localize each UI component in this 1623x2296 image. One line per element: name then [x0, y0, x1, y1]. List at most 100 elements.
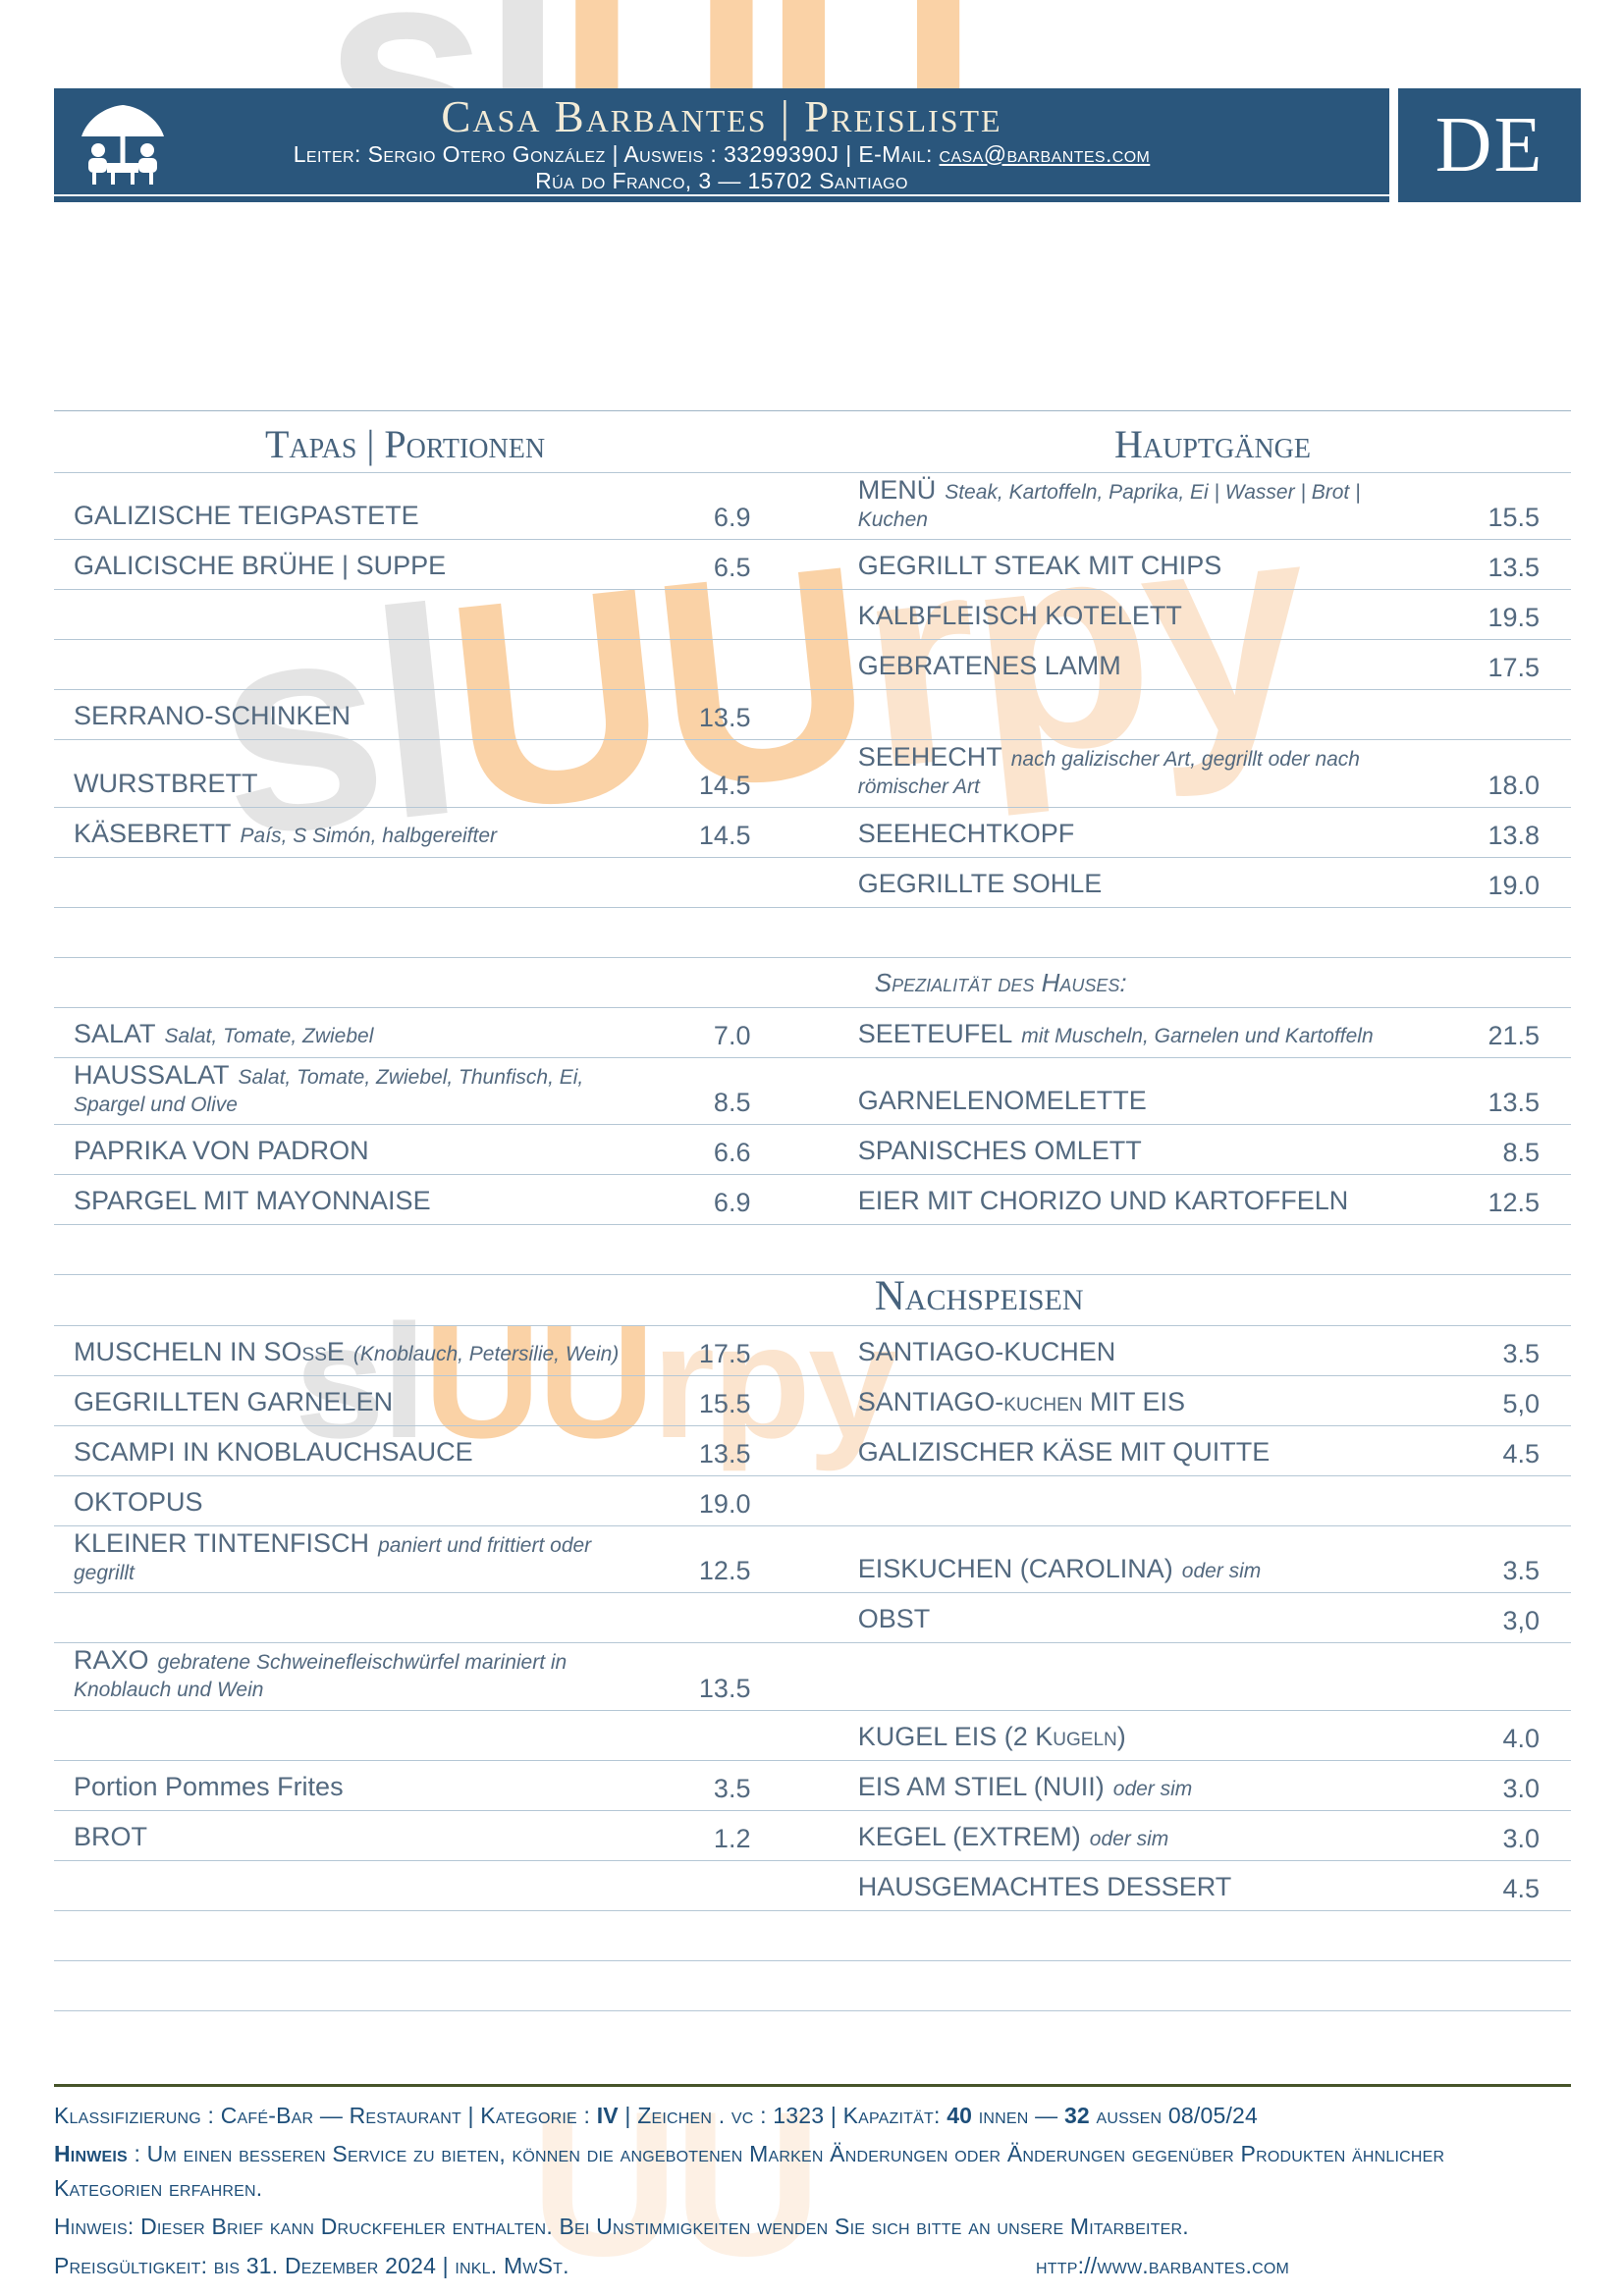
menu-item-left: [54, 2004, 642, 2010]
item-price-left: [654, 1001, 765, 1007]
item-price-right: 3.5: [1502, 1556, 1541, 1586]
menu-item-right: EISKUCHEN (CAROLINA) oder sim: [850, 1552, 1435, 1592]
item-name: SANTIAGO-KUCHEN: [857, 1336, 1116, 1366]
menu-item-left: SPARGEL MIT MAYONNAISE: [54, 1184, 642, 1224]
menu-item-right: GEGRILLT STEAK MIT CHIPS: [850, 549, 1435, 589]
menu-item-right: SPANISCHES OMLETT: [850, 1134, 1435, 1174]
item-price-right: 17.5: [1488, 653, 1541, 683]
item-name: EIER MIT CHORIZO UND KARTOFFELN: [857, 1185, 1349, 1215]
item-price-left: [642, 1954, 751, 1960]
item-description: Salat, Tomate, Zwiebel: [164, 1024, 374, 1047]
item-price-right: 18.0: [1488, 770, 1541, 800]
menu-item-left: GALIZISCHE TEIGPASTETE: [54, 499, 642, 539]
menu-row: Tapas | Portionen Hauptgänge: [54, 410, 1571, 473]
item-name: MENÜ: [857, 475, 937, 505]
item-price-left: 6.6: [713, 1138, 751, 1168]
menu-item-right: OBST: [850, 1602, 1435, 1642]
item-price-right: 5,0: [1502, 1389, 1541, 1419]
item-price-right: [1435, 951, 1571, 957]
menu-item-right: EIER MIT CHORIZO UND KARTOFFELN: [850, 1184, 1435, 1224]
item-name: GEGRILLTEN GARNELEN: [74, 1386, 394, 1416]
menu-item-left: BROT: [54, 1820, 642, 1860]
menu-row: GEGRILLTEN GARNELEN 15.5 SANTIAGO-kuchen M…: [54, 1376, 1571, 1427]
item-name: SEEHECHTKOPF: [857, 818, 1075, 848]
menu-item-right: GEGRILLTE SOHLE: [850, 867, 1435, 907]
website-link[interactable]: http://www.barbantes.com: [1036, 2252, 1290, 2278]
item-price-right: [1435, 1268, 1571, 1274]
item-price-right: 19.5: [1488, 603, 1541, 633]
menu-item-left: [54, 1636, 642, 1642]
menu-item-right: SANTIAGO-KUCHEN: [850, 1335, 1435, 1375]
item-name: SCAMPI IN KNOBLAUCHSAUCE: [74, 1436, 473, 1467]
spacer-row: [54, 908, 1571, 958]
section-heading-hauptgaenge: Hauptgänge: [1114, 422, 1311, 466]
capacity-inside: 40: [947, 2102, 973, 2128]
item-name: SEEHECHT: [857, 742, 1002, 773]
item-name: GEBRATENES LAMM: [857, 651, 1121, 681]
item-price-left: 6.5: [713, 553, 751, 583]
item-name: GALIZISCHER KÄSE MIT QUITTE: [857, 1436, 1271, 1467]
menu-item-left: [54, 1904, 642, 1910]
item-description: oder sim: [1112, 1777, 1193, 1800]
menu-item-right: [850, 1520, 1435, 1525]
menu-item-right: [850, 951, 1435, 957]
item-name: EISKUCHEN (CAROLINA): [857, 1554, 1173, 1584]
item-price-left: 12.5: [698, 1556, 751, 1586]
validity-line: Preisgültigkeit: bis 31. Dezember 2024 |…: [54, 2249, 1542, 2283]
item-price-right: [1435, 733, 1571, 739]
menu-item-left: [54, 1954, 642, 1960]
item-price-left: [642, 951, 751, 957]
item-price-left: 13.5: [698, 1439, 751, 1469]
menu-row: HAUSSALAT Salat, Tomate, Zwiebel, Thunfis…: [54, 1058, 1571, 1126]
menu-row: WURSTBRETT 14.5 SEEHECHT nach galizischer A…: [54, 740, 1571, 808]
item-description: paniert und frittiert oder gegrillt: [74, 1534, 592, 1585]
item-description: (Knoblauch, Petersilie, Wein): [352, 1342, 620, 1365]
watermark-letters: UU: [423, 1291, 655, 1471]
header-band: Casa Barbantes | Preisliste Leiter: Serg…: [54, 88, 1389, 202]
menu-item-left: GEGRILLTEN GARNELEN: [54, 1385, 642, 1425]
menu-item-right: SEETEUFEL mit Muscheln, Garnelen und Kart…: [850, 1017, 1435, 1057]
item-price-right: 4.5: [1502, 1439, 1541, 1469]
item-name: GALIZISCHE TEIGPASTETE: [74, 501, 419, 531]
watermark-letters: rpy: [651, 1291, 898, 1471]
menu-item-right: GEBRATENES LAMM: [850, 649, 1435, 689]
menu-item-right: SEEHECHT nach galizischer Art, gegrillt o…: [850, 740, 1435, 806]
menu-item-right: [850, 2004, 1435, 2010]
spacer-row: [54, 1225, 1571, 1276]
item-name: MUSCHELN IN SOßE: [74, 1336, 345, 1366]
menu-item-left: PAPRIKA VON PADRON: [54, 1134, 642, 1174]
item-price-left: [642, 1636, 751, 1642]
watermark-letters: sl: [295, 1291, 427, 1471]
item-name: Portion Pommes Frites: [74, 1771, 344, 1801]
menu-item-left: KLEINER TINTENFISCH paniert und frittiert…: [54, 1526, 642, 1592]
menu-row: SCAMPI IN KNOBLAUCHSAUCE 13.5 GALIZISCHER …: [54, 1426, 1571, 1477]
footer: Klassifizierung : Café-Bar — Restaurant …: [54, 2099, 1571, 2283]
menu-row: GEGRILLTE SOHLE 19.0: [54, 858, 1571, 908]
menu-item-right: KEGEL (EXTREM) oder sim: [850, 1820, 1435, 1860]
menu-item-right: KUGEL EIS (2 Kugeln): [850, 1720, 1435, 1760]
menu-row: Portion Pommes Frites 3.5 EIS AM STIEL (NU…: [54, 1761, 1571, 1811]
item-price-left: 8.5: [713, 1088, 751, 1118]
email-link[interactable]: casa@barbantes.com: [939, 140, 1151, 167]
item-price-left: 1.2: [713, 1823, 751, 1853]
menu-item-left: [54, 1268, 642, 1274]
classification-text: innen —: [972, 2102, 1064, 2128]
section-heading-nachspeisen: Nachspeisen: [874, 1273, 1084, 1320]
item-price-left: 13.5: [698, 703, 751, 733]
language-code: DE: [1434, 101, 1544, 188]
item-description: mit Muscheln, Garnelen und Kartoffeln: [1021, 1024, 1374, 1047]
manager-id-text: Leiter: Sergio Otero González | Ausweis …: [293, 140, 940, 167]
classification-line: Klassifizierung : Café-Bar — Restaurant …: [54, 2099, 1542, 2133]
menu-table: Tapas | Portionen Hauptgänge GALIZISCHE TE…: [54, 410, 1571, 2011]
item-name: SPANISCHES OMLETT: [857, 1135, 1142, 1165]
item-name: GALICISCHE BRÜHE | SUPPE: [74, 551, 447, 581]
item-price-left: 3.5: [713, 1773, 751, 1803]
menu-row: GALICISCHE BRÜHE | SUPPE 6.5 GEGRILLT STEA…: [54, 540, 1571, 591]
item-description: Steak, Kartoffeln, Paprika, Ei | Wasser …: [857, 481, 1361, 532]
item-description: oder sim: [1181, 1560, 1262, 1583]
item-name: SANTIAGO-kuchen MIT EIS: [857, 1386, 1185, 1416]
item-name: BROT: [74, 1821, 148, 1851]
item-price-right: 3,0: [1502, 1606, 1541, 1636]
menu-item-left: HAUSSALAT Salat, Tomate, Zwiebel, Thunfis…: [54, 1058, 642, 1124]
item-name: KALBFLEISCH KOTELETT: [857, 601, 1182, 631]
